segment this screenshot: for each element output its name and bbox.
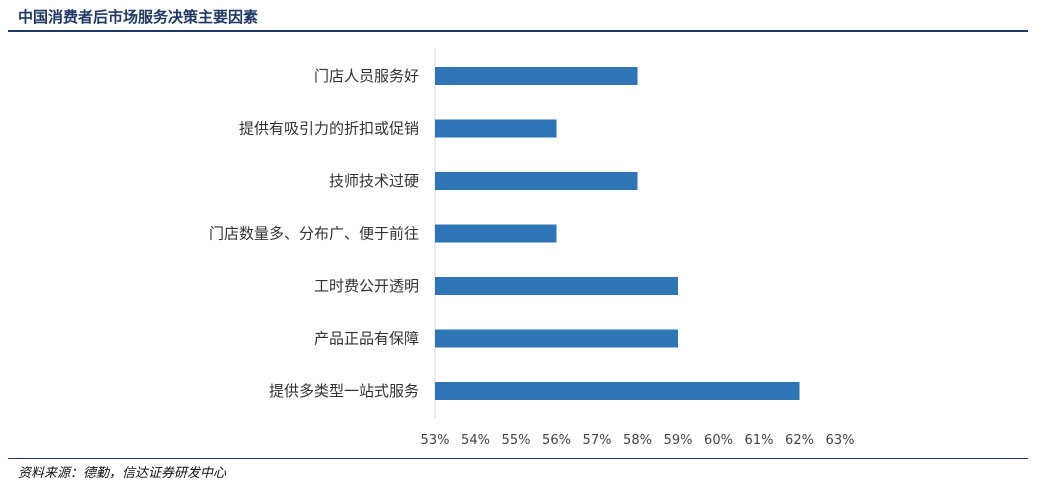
category-label: 门店数量多、分布广、便于前往: [209, 225, 419, 243]
category-label: 技师技术过硬: [329, 172, 419, 190]
bar-chart: 门店人员服务好提供有吸引力的折扣或促销技师技术过硬门店数量多、分布广、便于前往工…: [209, 48, 855, 448]
category-label: 提供多类型一站式服务: [269, 382, 419, 400]
x-tick-label: 58%: [623, 433, 652, 448]
x-tick-label: 53%: [421, 433, 450, 448]
bar: [435, 382, 800, 400]
title-divider: [8, 30, 1028, 32]
x-tick-label: 63%: [826, 433, 855, 448]
bar: [435, 224, 557, 243]
bar: [435, 277, 678, 295]
footer-divider: [8, 458, 1028, 459]
x-tick-label: 62%: [785, 433, 814, 448]
chart-title: 中国消费者后市场服务决策主要因素: [18, 8, 259, 26]
category-label: 工时费公开透明: [314, 277, 419, 295]
x-tick-label: 55%: [502, 433, 531, 448]
x-tick-label: 61%: [745, 433, 774, 448]
category-label: 门店人员服务好: [314, 67, 419, 85]
x-tick-label: 59%: [664, 433, 693, 448]
bar: [435, 119, 557, 138]
x-tick-label: 57%: [583, 433, 612, 448]
bar: [435, 172, 638, 190]
category-label: 产品正品有保障: [314, 330, 419, 348]
x-tick-label: 56%: [542, 433, 571, 448]
category-label: 提供有吸引力的折扣或促销: [239, 120, 419, 138]
x-tick-label: 60%: [704, 433, 733, 448]
source-note: 资料来源：德勤，信达证券研发中心: [18, 466, 227, 481]
bar: [435, 329, 678, 348]
x-tick-label: 54%: [461, 433, 490, 448]
bar: [435, 67, 638, 85]
